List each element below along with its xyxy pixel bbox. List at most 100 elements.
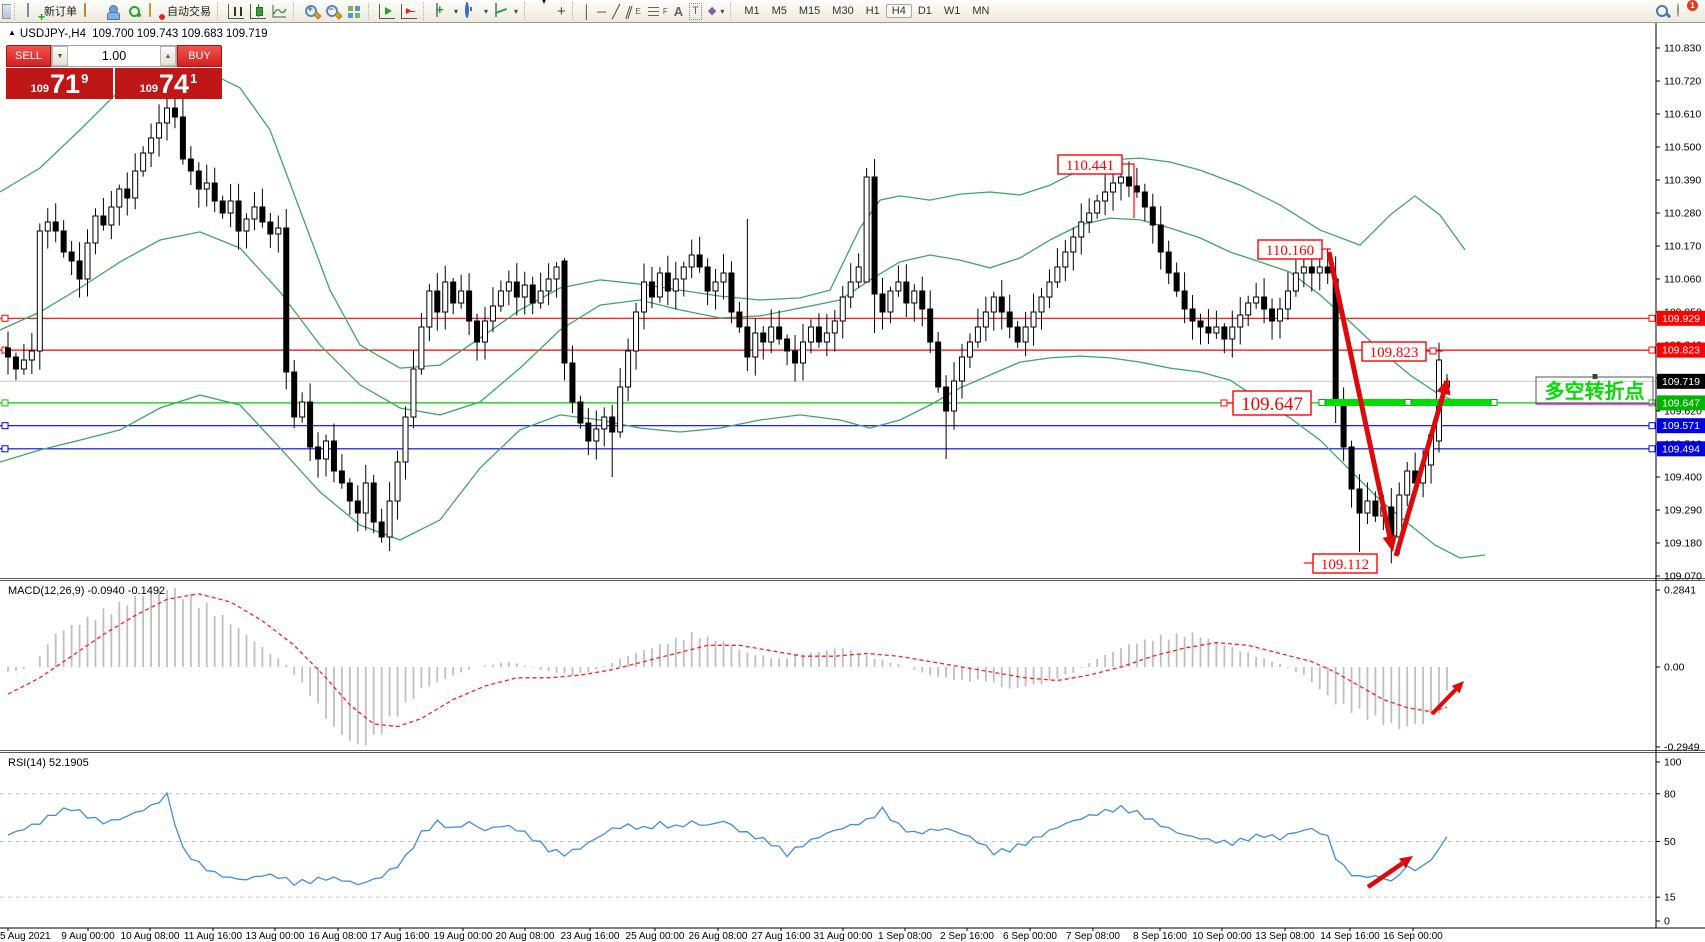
- price-badge: [1657, 418, 1705, 434]
- arrow-head: [1436, 378, 1451, 396]
- candlestick-chart-button[interactable]: [247, 2, 269, 21]
- volume-stepper: ▼ 1.00 ▲: [51, 45, 177, 67]
- text-handle[interactable]: [1592, 374, 1598, 379]
- timeframe-h4-active[interactable]: H4: [885, 4, 912, 18]
- sell-button[interactable]: SELL: [6, 45, 51, 67]
- price-chart[interactable]: MACD(12,26,9) -0.0940 -0.1492 RSI(14) 52.…: [0, 23, 1705, 942]
- candles: [5, 95, 1450, 564]
- line-handle[interactable]: [1, 445, 9, 453]
- time-tick-label: 13 Aug 00:00: [246, 931, 305, 942]
- timeframe-d1[interactable]: D1: [917, 5, 932, 17]
- notifications-button[interactable]: 1: [1673, 0, 1698, 21]
- trend-arrow[interactable]: [1366, 861, 1404, 889]
- volume-input[interactable]: 1.00: [101, 49, 127, 63]
- rsi-pane[interactable]: [0, 791, 1656, 898]
- zoom-in-button[interactable]: +: [301, 2, 322, 21]
- sell-price-panel[interactable]: 109 71 9: [6, 68, 113, 99]
- price-tick-label: 110.060: [1664, 274, 1701, 286]
- buy-button[interactable]: BUY: [177, 45, 222, 67]
- line-handle[interactable]: [1648, 422, 1656, 430]
- charts-icon[interactable]: [2, 3, 11, 19]
- timeframe-h1[interactable]: H1: [865, 5, 880, 17]
- buy-price-panel[interactable]: 109 74 1: [115, 68, 222, 99]
- deposit-button[interactable]: [80, 2, 102, 21]
- channel-button[interactable]: ∥ E: [623, 3, 641, 19]
- toolbar-separator: [368, 2, 372, 20]
- trend-arrow[interactable]: [1393, 392, 1446, 557]
- trend-arrow[interactable]: [1326, 251, 1393, 537]
- new-order-label: 新订单: [44, 6, 77, 18]
- timeframe-m30[interactable]: M30: [832, 5, 854, 17]
- toolbar-separator: [524, 2, 528, 20]
- chart-window[interactable]: MACD(12,26,9) -0.0940 -0.1492 RSI(14) 52.…: [0, 23, 1705, 942]
- timeframe-w1[interactable]: W1: [943, 5, 961, 17]
- trendline-icon: ╱: [612, 3, 620, 19]
- text-button[interactable]: A: [671, 2, 686, 21]
- chart-shift-button[interactable]: [398, 2, 420, 21]
- shapes-button[interactable]: ◆ ▾: [705, 2, 727, 21]
- main-pane[interactable]: [0, 67, 1656, 564]
- macd-tick-label: -0.2949: [1664, 741, 1700, 753]
- line-handle[interactable]: [1648, 346, 1656, 354]
- price-annotation-box[interactable]: [1257, 239, 1323, 260]
- toolbar-separator: [293, 2, 297, 20]
- timeframe-mn[interactable]: MN: [972, 5, 990, 17]
- indicators-button[interactable]: ▾: [431, 2, 461, 21]
- line-chart-button[interactable]: [269, 2, 290, 21]
- periods-button[interactable]: ▾: [461, 1, 491, 21]
- macd-pane[interactable]: [7, 588, 1448, 746]
- text-label-button[interactable]: T: [686, 2, 705, 21]
- search-button[interactable]: [1652, 2, 1673, 21]
- crosshair-button[interactable]: +: [554, 2, 569, 21]
- time-tick-label: 14 Sep 16:00: [1320, 931, 1380, 942]
- bar-chart-button[interactable]: [225, 2, 247, 21]
- segment-handle[interactable]: [1490, 399, 1498, 406]
- line-handle[interactable]: [1648, 314, 1656, 322]
- line-handle[interactable]: [1, 399, 9, 407]
- timeframe-m5[interactable]: M5: [771, 5, 787, 17]
- buy-price-big: 74: [159, 69, 190, 99]
- autotrading-button[interactable]: 自动交易: [145, 2, 214, 21]
- open-value: 109.700: [92, 28, 134, 40]
- auto-scroll-button[interactable]: [376, 2, 398, 21]
- candlestick-chart-icon: [250, 3, 266, 19]
- trend-arrow[interactable]: [1430, 688, 1458, 716]
- volume-up-button[interactable]: ▲: [160, 46, 176, 66]
- volume-down-button[interactable]: ▼: [52, 46, 68, 66]
- price-tick-label: 109.180: [1664, 538, 1702, 550]
- price-annotation-box[interactable]: [1361, 341, 1427, 362]
- price-annotation-box[interactable]: [1057, 154, 1123, 175]
- price-badge-label: 109.823: [1662, 345, 1700, 357]
- cursor-button[interactable]: [532, 0, 554, 21]
- price-annotation-box[interactable]: [1232, 390, 1312, 416]
- line-handle[interactable]: [1648, 399, 1656, 407]
- tile-windows-button[interactable]: [343, 2, 365, 21]
- line-handle[interactable]: [1648, 445, 1656, 453]
- segment-handle[interactable]: [1318, 399, 1326, 406]
- vertical-line-button[interactable]: │: [580, 2, 594, 21]
- axes: MACD(12,26,9) -0.0940 -0.1492 RSI(14) 52.…: [0, 23, 1705, 942]
- annotations[interactable]: 110.441 110.160 109.823 109.647 109.112 多空转折点: [1057, 154, 1655, 889]
- line-handle[interactable]: [1, 422, 9, 430]
- signals-button[interactable]: [124, 2, 145, 21]
- rsi-label: RSI(14) 52.1905: [8, 757, 89, 769]
- timeframe-m1[interactable]: M1: [744, 5, 760, 17]
- accounts-button[interactable]: [102, 2, 124, 21]
- trendline-button[interactable]: ╱: [609, 2, 623, 21]
- chevron-down-icon: ▾: [484, 6, 489, 16]
- time-tick-label: 20 Aug 08:00: [496, 931, 555, 942]
- fibonacci-button[interactable]: F: [644, 2, 671, 21]
- zoom-out-button[interactable]: −: [322, 2, 343, 21]
- collapse-triangle-icon[interactable]: ▲: [8, 28, 16, 37]
- line-handle[interactable]: [1, 314, 9, 322]
- templates-button[interactable]: ▾: [491, 2, 521, 21]
- main-toolbar: 新订单 自动交易 + − ▾ ▾ ▾ + │ ─ ╱ ∥E F A T ◆▾ M…: [0, 0, 1705, 23]
- channel-icon: ∥: [623, 3, 635, 19]
- segment-handle[interactable]: [1404, 399, 1412, 406]
- new-order-button[interactable]: 新订单: [22, 2, 80, 21]
- time-tick-label: 19 Aug 00:00: [434, 931, 493, 942]
- price-annotation-box[interactable]: [1312, 553, 1378, 574]
- horizontal-line-button[interactable]: ─: [594, 2, 609, 21]
- timeframe-m15[interactable]: M15: [798, 5, 821, 17]
- high-value: 109.743: [136, 28, 179, 40]
